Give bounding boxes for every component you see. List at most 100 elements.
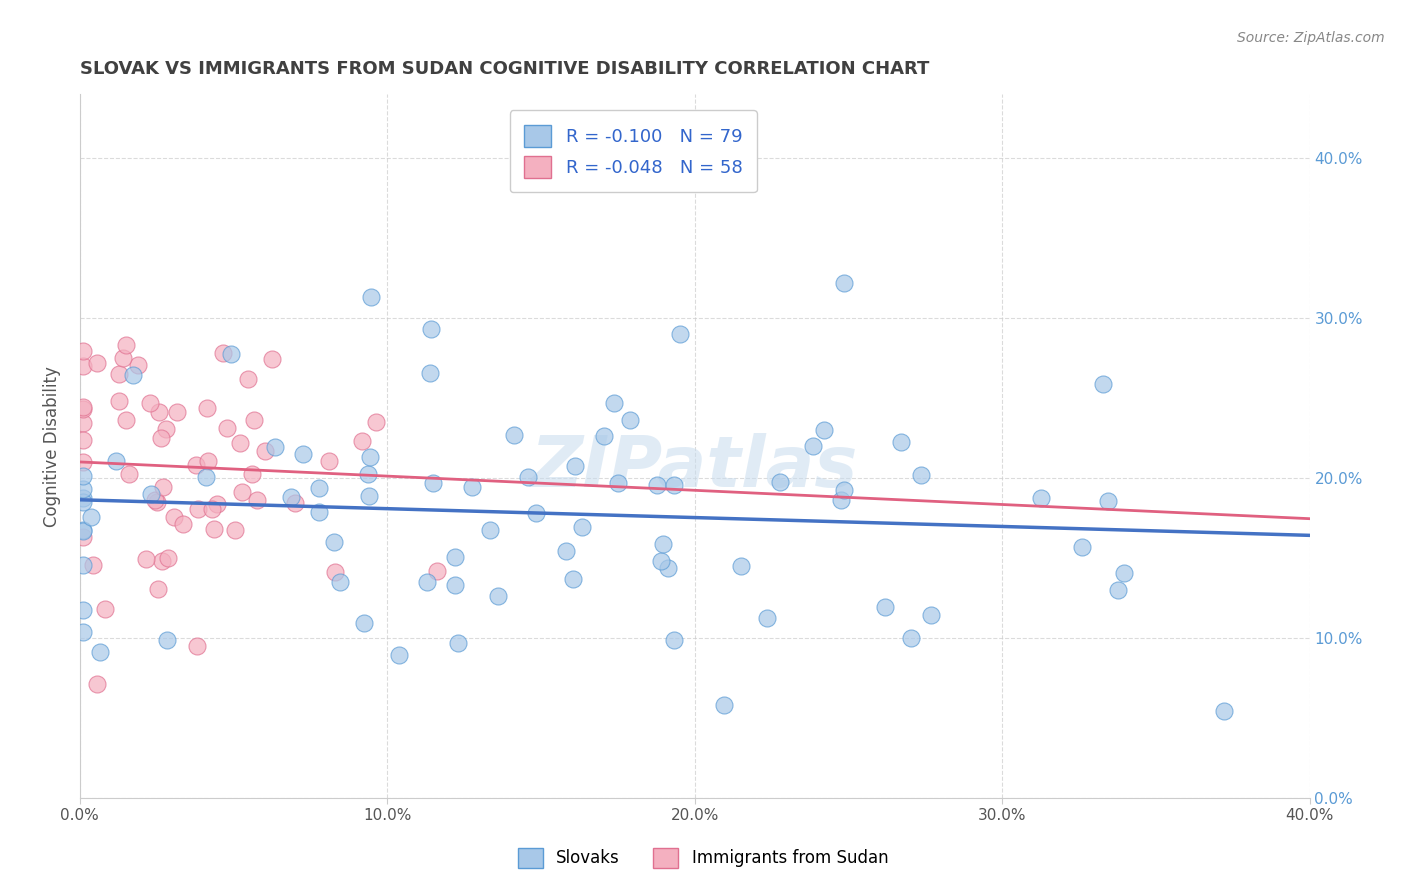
Point: [201, 501, 224, 516]
Point: [172, 516, 194, 531]
Point: [571, 519, 593, 533]
Point: [318, 454, 340, 468]
Point: [554, 544, 576, 558]
Point: [72, 469, 94, 483]
Point: [292, 447, 315, 461]
Point: [668, 326, 690, 341]
Point: [562, 572, 585, 586]
Point: [360, 290, 382, 304]
Point: [135, 552, 157, 566]
Point: [143, 492, 166, 507]
Point: [602, 396, 624, 410]
Point: [329, 574, 352, 589]
Point: [72, 359, 94, 373]
Point: [1097, 494, 1119, 508]
Point: [323, 565, 346, 579]
Point: [152, 480, 174, 494]
Point: [564, 458, 586, 473]
Point: [72, 401, 94, 416]
Point: [607, 476, 630, 491]
Point: [769, 475, 792, 490]
Point: [156, 633, 179, 648]
Point: [486, 589, 509, 603]
Point: [832, 483, 855, 497]
Point: [664, 632, 686, 647]
Point: [187, 502, 209, 516]
Point: [1091, 376, 1114, 391]
Legend: Slovaks, Immigrants from Sudan: Slovaks, Immigrants from Sudan: [512, 841, 894, 875]
Point: [72, 455, 94, 469]
Point: [388, 648, 411, 662]
Point: [118, 467, 141, 481]
Point: [82, 558, 104, 573]
Point: [350, 434, 373, 449]
Point: [910, 467, 932, 482]
Point: [197, 454, 219, 468]
Point: [593, 429, 616, 443]
Point: [145, 495, 167, 509]
Point: [803, 438, 825, 452]
Point: [202, 522, 225, 536]
Point: [416, 574, 439, 589]
Point: [254, 444, 277, 458]
Point: [443, 578, 465, 592]
Point: [1031, 491, 1053, 506]
Point: [86, 677, 108, 691]
Point: [72, 343, 94, 358]
Point: [353, 616, 375, 631]
Point: [221, 347, 243, 361]
Point: [503, 428, 526, 442]
Point: [262, 352, 284, 367]
Point: [1070, 540, 1092, 554]
Point: [645, 478, 668, 492]
Point: [72, 625, 94, 640]
Point: [240, 467, 263, 481]
Point: [920, 607, 942, 622]
Point: [139, 487, 162, 501]
Point: [166, 404, 188, 418]
Point: [79, 509, 101, 524]
Text: ZIPatlas: ZIPatlas: [531, 433, 859, 502]
Y-axis label: Cognitive Disability: Cognitive Disability: [44, 366, 60, 526]
Point: [108, 394, 131, 409]
Point: [163, 509, 186, 524]
Point: [89, 645, 111, 659]
Point: [186, 458, 208, 472]
Point: [115, 413, 138, 427]
Point: [138, 395, 160, 409]
Point: [422, 475, 444, 490]
Point: [115, 338, 138, 352]
Point: [72, 558, 94, 573]
Point: [72, 494, 94, 508]
Point: [156, 551, 179, 566]
Point: [755, 610, 778, 624]
Point: [72, 417, 94, 431]
Point: [242, 413, 264, 427]
Point: [215, 421, 238, 435]
Point: [150, 431, 173, 445]
Text: SLOVAK VS IMMIGRANTS FROM SUDAN COGNITIVE DISABILITY CORRELATION CHART: SLOVAK VS IMMIGRANTS FROM SUDAN COGNITIV…: [80, 60, 929, 78]
Point: [830, 493, 852, 508]
Point: [664, 478, 686, 492]
Point: [72, 401, 94, 415]
Point: [1213, 704, 1236, 718]
Point: [72, 491, 94, 505]
Point: [238, 371, 260, 385]
Point: [322, 535, 344, 549]
Point: [443, 550, 465, 565]
Point: [478, 523, 501, 537]
Point: [72, 531, 94, 545]
Point: [364, 415, 387, 429]
Point: [107, 367, 129, 381]
Point: [426, 564, 449, 578]
Point: [195, 401, 218, 416]
Point: [359, 490, 381, 504]
Point: [359, 450, 381, 464]
Point: [890, 434, 912, 449]
Point: [619, 413, 641, 427]
Point: [264, 440, 287, 454]
Point: [93, 602, 115, 616]
Point: [873, 599, 896, 614]
Point: [657, 560, 679, 574]
Point: [419, 367, 441, 381]
